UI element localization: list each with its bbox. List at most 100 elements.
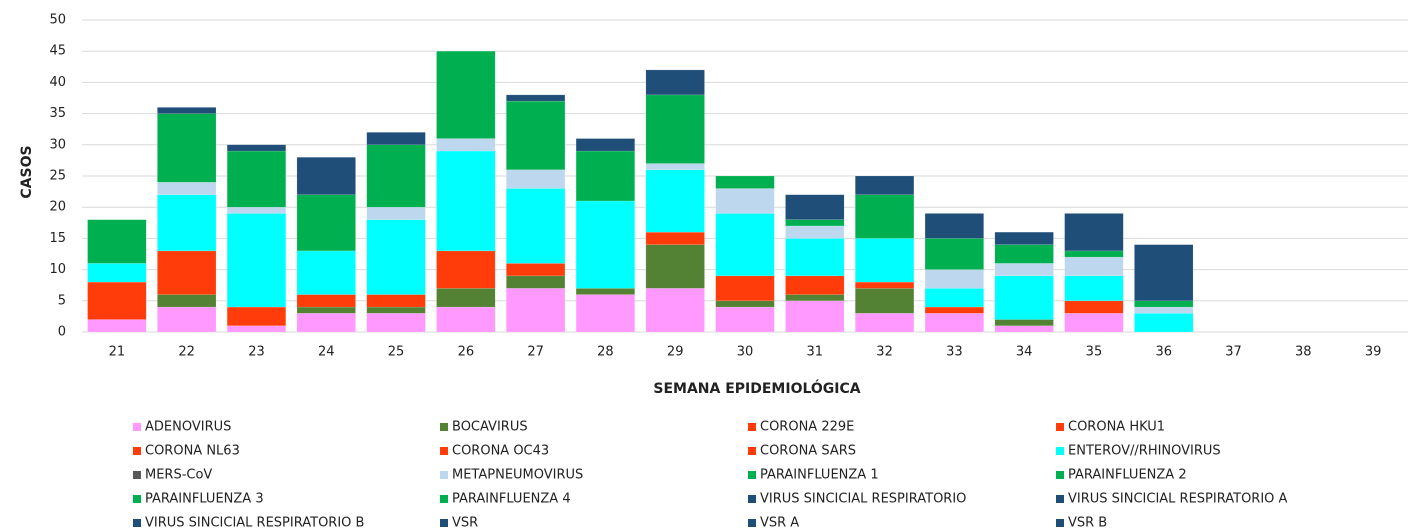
x-tick-label: 35 — [1086, 345, 1103, 360]
bar-segment — [785, 300, 845, 333]
legend-swatch — [748, 423, 756, 431]
bar-segment — [855, 238, 915, 283]
bar-segment — [645, 288, 705, 333]
bar-segment — [924, 269, 984, 289]
legend-label: CORONA 229E — [760, 420, 854, 435]
bar-segment — [994, 275, 1054, 320]
bar-segment — [157, 107, 217, 114]
legend-label: VIRUS SINCICIAL RESPIRATORIO — [760, 492, 966, 507]
bar-segment — [924, 238, 984, 270]
x-tick-label: 33 — [946, 345, 963, 360]
bar-segment — [226, 144, 287, 152]
legend-swatch — [440, 423, 448, 431]
bar-segment — [855, 281, 915, 289]
bar-segment — [924, 313, 984, 333]
legend-swatch — [748, 495, 756, 503]
bar-segment — [575, 294, 635, 333]
bar-segment — [296, 313, 356, 333]
legend-swatch — [440, 471, 448, 479]
legend-label: VSR A — [760, 516, 799, 530]
bar-segment — [715, 175, 775, 189]
bar-segment — [575, 138, 635, 152]
bar-segment — [645, 169, 705, 233]
legend-label: BOCAVIRUS — [452, 420, 528, 435]
bar-segment — [506, 275, 566, 289]
bar-segment — [366, 132, 426, 146]
bar-segment — [715, 300, 775, 308]
bar-segment — [87, 219, 147, 264]
legend-swatch — [440, 519, 448, 527]
x-tick-label: 31 — [807, 345, 824, 360]
legend-swatch — [440, 447, 448, 455]
bar-segment — [366, 219, 426, 295]
bar-segment — [436, 50, 496, 139]
bar-segment — [1134, 313, 1194, 333]
bar-segment — [436, 288, 496, 308]
bar-segment — [1064, 313, 1124, 333]
bar-segment — [785, 238, 845, 277]
bar-segment — [366, 313, 426, 333]
bar-segment — [506, 188, 566, 264]
legend-label: METAPNEUMOVIRUS — [452, 468, 583, 483]
legend-swatch — [133, 519, 141, 527]
bar-segment — [994, 231, 1054, 245]
bar-segment — [366, 206, 426, 220]
bar-segment — [575, 200, 635, 289]
bar-segment — [296, 306, 356, 314]
bar-segment — [645, 94, 705, 164]
bar-segment — [715, 213, 775, 277]
legend-label: ADENOVIRUS — [145, 420, 231, 435]
bar-segment — [157, 306, 217, 333]
bar-segment — [994, 325, 1054, 333]
bar-segment — [1064, 213, 1124, 252]
legend-swatch — [748, 471, 756, 479]
legend-swatch — [748, 447, 756, 455]
legend-swatch — [133, 447, 141, 455]
bar-segment — [785, 225, 845, 239]
legend-label: PARAINFLUENZA 2 — [1068, 468, 1187, 483]
x-tick-label: 22 — [178, 345, 195, 360]
legend-label: MERS-CoV — [145, 468, 212, 483]
x-tick-label: 36 — [1155, 345, 1172, 360]
legend-swatch — [133, 471, 141, 479]
bar-segment — [994, 244, 1054, 264]
bar-segment — [1064, 250, 1124, 258]
legend-swatch — [1056, 447, 1064, 455]
bar-segment — [157, 250, 217, 295]
legend-swatch — [133, 495, 141, 503]
bar-segment — [157, 181, 217, 195]
bar-segment — [1134, 306, 1194, 314]
x-tick-label: 25 — [388, 345, 405, 360]
bar-segment — [226, 150, 287, 208]
x-tick-label: 38 — [1295, 345, 1312, 360]
bar-segment — [715, 306, 775, 333]
bar-segment — [715, 275, 775, 302]
legend-swatch — [748, 519, 756, 527]
bar-segment — [226, 213, 287, 308]
legend-label: PARAINFLUENZA 4 — [452, 492, 571, 507]
bar-segment — [645, 244, 705, 289]
bar-segment — [785, 275, 845, 295]
legend-label: PARAINFLUENZA 3 — [145, 492, 264, 507]
x-tick-label: 34 — [1016, 345, 1033, 360]
bar-segment — [366, 144, 426, 208]
legend-swatch — [1056, 495, 1064, 503]
legend-label: VSR — [452, 516, 478, 530]
bar-segment — [645, 69, 705, 96]
bar-segment — [785, 294, 845, 302]
x-tick-label: 21 — [109, 345, 126, 360]
y-tick-label: 5 — [58, 293, 66, 308]
legend-label: ENTEROV//RHINOVIRUS — [1068, 444, 1221, 459]
bar-segment — [924, 288, 984, 308]
bar-segment — [1064, 256, 1124, 277]
x-tick-label: 30 — [737, 345, 754, 360]
bar-segment — [1064, 300, 1124, 314]
bar-segment — [645, 231, 705, 245]
y-axis-title: CASOS — [19, 145, 35, 198]
bar-segment — [994, 319, 1054, 327]
bar-segment — [715, 188, 775, 214]
bar-segment — [575, 150, 635, 202]
bar-segment — [506, 288, 566, 333]
bar-segment — [226, 306, 287, 327]
